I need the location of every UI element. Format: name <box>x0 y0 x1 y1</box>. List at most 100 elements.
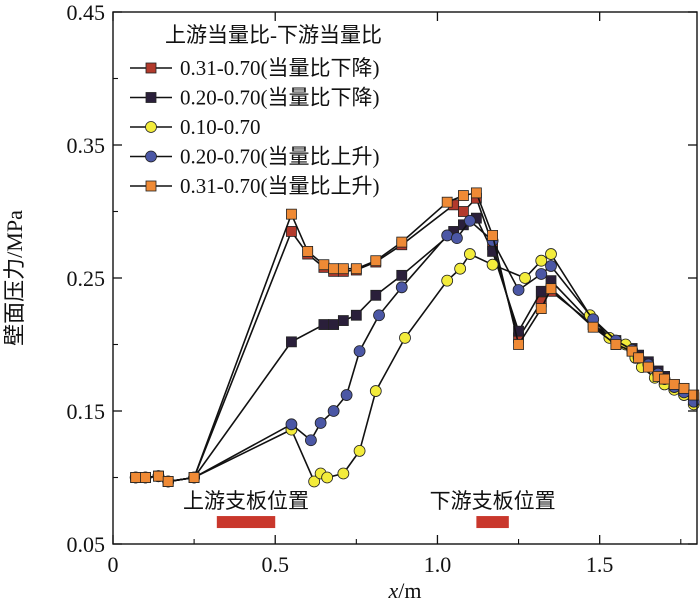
y-axis-label: 壁面压力/MPa <box>2 210 27 346</box>
data-point <box>328 319 340 330</box>
x-tick-label: 1.5 <box>586 552 614 577</box>
data-point <box>610 339 622 350</box>
series-3 <box>129 248 700 488</box>
legend-label: 0.20-0.70(当量比上升) <box>180 145 379 169</box>
data-point <box>519 272 531 284</box>
data-point <box>486 258 499 271</box>
legend-marker <box>145 180 157 192</box>
data-point <box>321 471 334 484</box>
legend-marker <box>145 150 157 163</box>
data-point <box>678 382 690 394</box>
data-point <box>286 208 297 220</box>
data-point <box>470 187 482 199</box>
legend-title: 上游当量比-下游当量比 <box>165 23 382 47</box>
series-layer <box>129 187 700 488</box>
data-point <box>373 309 385 322</box>
y-tick-label: 0.25 <box>67 266 106 291</box>
x-axis-label-unit: /m <box>398 578 421 603</box>
data-point <box>130 472 142 483</box>
y-tick-label: 0.45 <box>67 0 106 25</box>
data-point <box>451 232 463 245</box>
data-point <box>188 472 200 483</box>
data-point <box>396 236 408 248</box>
plot-frame <box>112 11 698 545</box>
data-point <box>395 281 408 294</box>
data-point <box>513 339 524 350</box>
data-point <box>328 263 340 275</box>
data-point <box>626 345 638 357</box>
legend-label: 0.10-0.70 <box>180 115 261 139</box>
data-point <box>396 269 408 281</box>
data-point <box>153 470 164 482</box>
data-point <box>454 262 467 275</box>
data-point <box>140 472 151 483</box>
x-tick-label: 0.5 <box>261 552 289 577</box>
legend-item: 0.20-0.70(当量比上升) <box>130 145 379 169</box>
data-point <box>535 254 548 267</box>
support-plate-label: 上游支板位置 <box>183 489 309 513</box>
legend-label: 0.20-0.70(当量比下降) <box>180 86 379 110</box>
data-point <box>441 229 454 242</box>
support-plate-label: 下游支板位置 <box>430 489 556 513</box>
data-point <box>513 325 524 337</box>
data-point <box>487 230 499 241</box>
x-axis-label: x/m <box>388 578 422 603</box>
data-point <box>353 444 366 457</box>
data-point <box>545 260 557 272</box>
data-point <box>463 214 476 227</box>
data-point <box>318 319 330 330</box>
legend: 上游当量比-下游当量比 0.31-0.70(当量比下降) 0.20-0.70(当量… <box>130 23 382 198</box>
legend-item: 0.31-0.70(当量比下降) <box>130 56 379 80</box>
data-point <box>370 289 382 301</box>
data-point <box>337 467 350 480</box>
data-point <box>327 405 340 417</box>
legend-label: 0.31-0.70(当量比下降) <box>180 56 379 80</box>
data-point <box>441 196 453 208</box>
data-point <box>535 268 548 280</box>
data-point <box>308 475 321 488</box>
data-point <box>457 190 469 201</box>
data-point <box>305 434 317 447</box>
data-point <box>353 345 366 358</box>
data-point <box>302 245 314 257</box>
data-point <box>340 389 353 401</box>
data-point <box>512 284 525 296</box>
legend-item: 0.20-0.70(当量比下降) <box>130 86 379 110</box>
tick-layer: 0.05 0.15 0.25 0.35 0.45 0 0.5 1.0 1.5 <box>67 0 697 577</box>
data-point <box>337 263 349 275</box>
data-point <box>285 418 298 431</box>
data-point <box>545 248 557 260</box>
legend-label: 0.31-0.70(当量比上升) <box>180 174 379 198</box>
legend-marker <box>145 62 157 74</box>
data-point <box>441 274 454 287</box>
y-tick-label: 0.35 <box>67 133 106 158</box>
data-point <box>337 315 349 326</box>
data-point <box>642 361 654 373</box>
data-point <box>286 226 297 237</box>
data-point <box>369 385 382 397</box>
data-point <box>668 378 680 390</box>
data-point <box>535 285 547 297</box>
support-plate-bar <box>476 516 509 529</box>
data-point <box>162 476 174 487</box>
x-tick-label: 1.0 <box>424 552 452 577</box>
data-point <box>545 283 557 295</box>
data-point <box>633 352 644 364</box>
data-point <box>463 248 476 260</box>
data-point <box>314 417 327 429</box>
y-tick-label: 0.15 <box>67 399 106 424</box>
data-point <box>399 331 411 344</box>
x-axis-label-var: x <box>388 578 399 603</box>
x-tick-label: 0 <box>108 552 119 577</box>
legend-marker <box>145 92 157 103</box>
data-point <box>350 309 362 321</box>
y-tick-label: 0.05 <box>67 532 106 557</box>
data-point <box>370 255 382 267</box>
legend-item: 0.10-0.70 <box>130 115 261 139</box>
data-point <box>587 321 599 333</box>
legend-item: 0.31-0.70(当量比上升) <box>130 174 379 198</box>
data-point <box>659 373 670 385</box>
series-5 <box>130 187 700 487</box>
data-point <box>688 389 700 401</box>
